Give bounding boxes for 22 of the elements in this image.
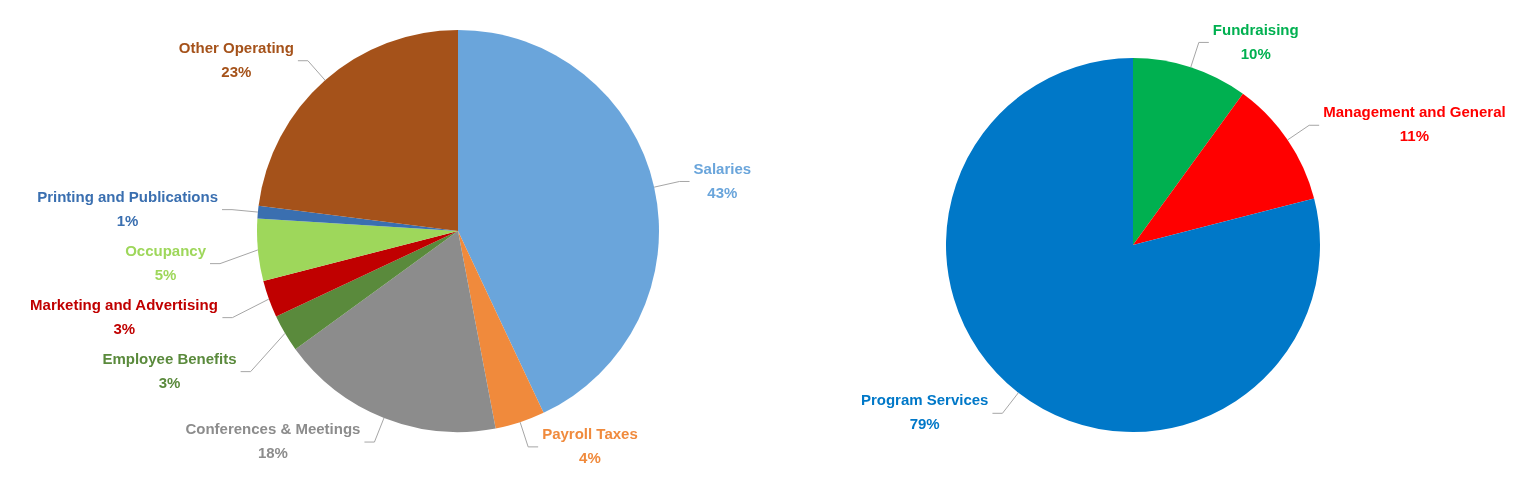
slice-label: Employee Benefits (102, 349, 237, 367)
data-label: 11% (1399, 127, 1430, 145)
data-label: 23% (221, 62, 252, 80)
data-label: 43% (707, 183, 738, 201)
slice-label: Salaries (693, 159, 752, 177)
slice-label: Printing and Publications (37, 187, 219, 205)
slice-label: Occupancy (125, 241, 207, 259)
data-label: 3% (113, 319, 136, 337)
slice-label: Fundraising (1212, 20, 1299, 38)
data-label: 10% (1240, 44, 1271, 62)
slice-label: Program Services (860, 391, 989, 409)
slice-label: Management and General (1323, 103, 1506, 121)
data-label: 5% (154, 265, 177, 283)
slice-label: Conferences & Meetings (185, 420, 361, 438)
slice-label: Marketing and Advertising (30, 295, 218, 313)
data-label: 4% (579, 449, 601, 467)
data-label: 3% (158, 373, 181, 391)
data-label: 1% (116, 211, 139, 229)
data-label: 18% (257, 444, 288, 462)
data-label: 79% (909, 415, 940, 433)
slice-label: Payroll Taxes (542, 425, 638, 443)
slice-label: Other Operating (178, 38, 294, 56)
